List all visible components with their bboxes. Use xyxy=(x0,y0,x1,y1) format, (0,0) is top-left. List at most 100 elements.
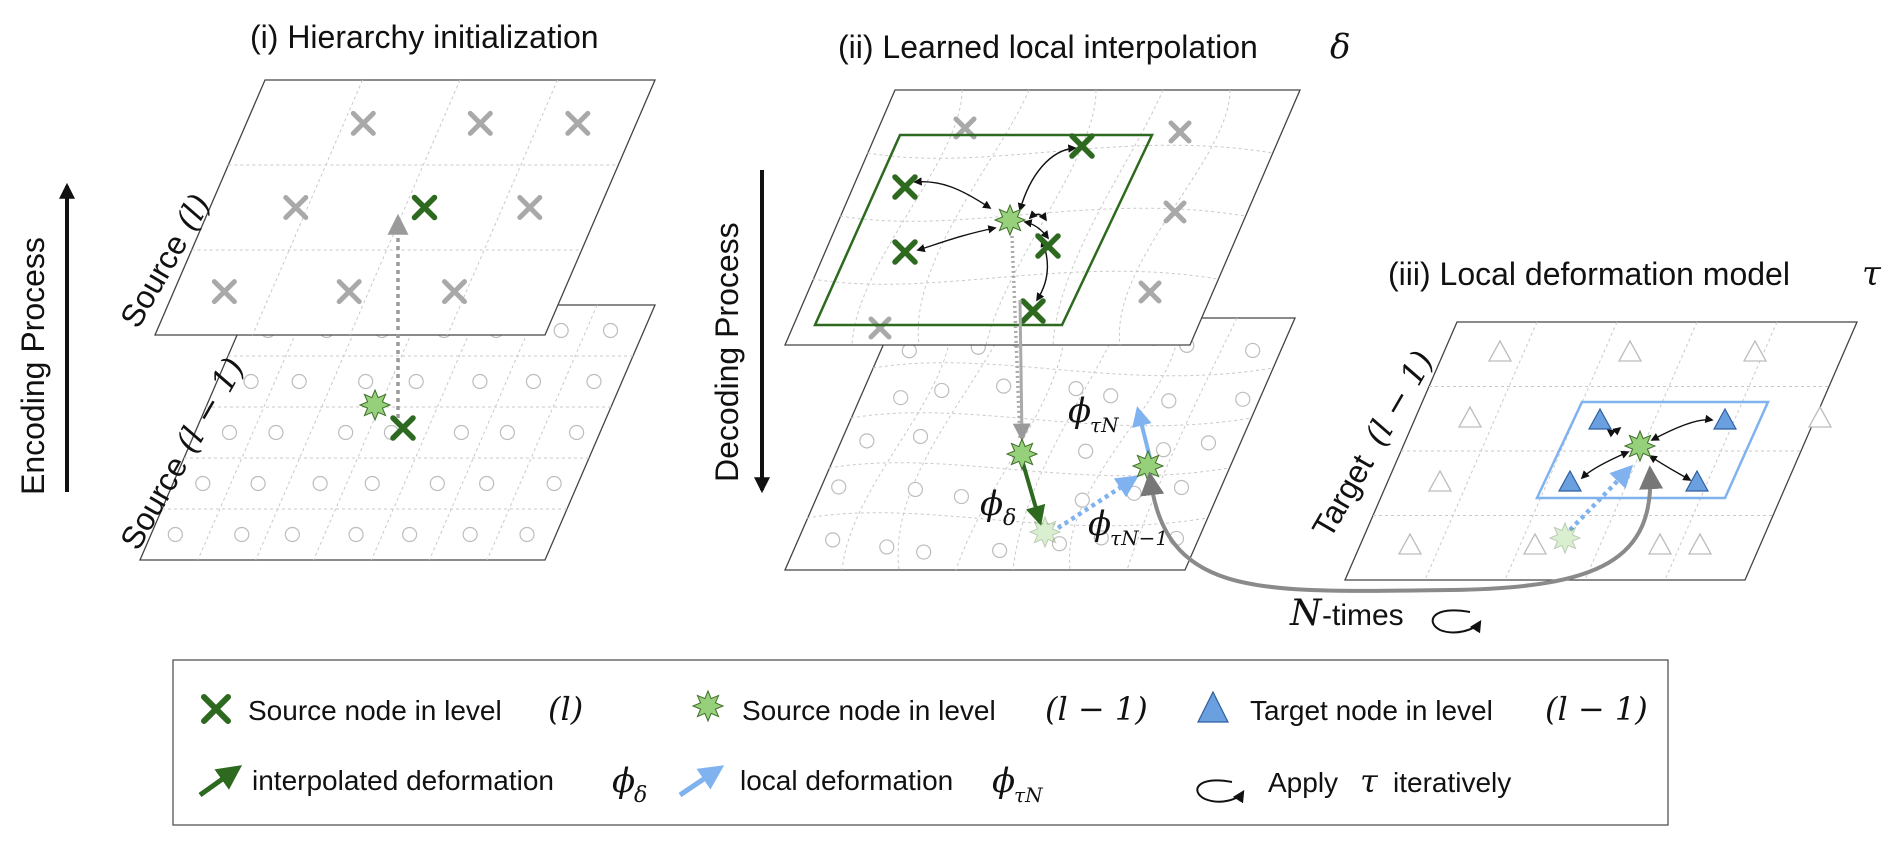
svg-text:N: N xyxy=(1289,593,1323,634)
panel-iii-symbol: τ xyxy=(1862,254,1882,294)
triangles-target-inactive xyxy=(1397,339,1833,555)
panel-hierarchy-initialization: (i) Hierarchy initialization Encoding Pr… xyxy=(15,19,656,561)
circle-node xyxy=(291,373,307,390)
legend-local-text: local deformation xyxy=(740,765,953,796)
cross-node xyxy=(565,110,591,136)
triangle-node xyxy=(1687,532,1713,555)
star-node-target-center xyxy=(1623,429,1657,463)
legend-target-math: (l − 1) xyxy=(1545,690,1648,728)
triangle-node-active xyxy=(1684,469,1710,492)
decode-link-arrow xyxy=(1012,299,1031,442)
legend-loop-icon xyxy=(1196,779,1245,804)
circle-node xyxy=(1161,393,1177,409)
cross-node xyxy=(336,279,362,305)
grid-target-l-1 xyxy=(1373,321,1829,581)
cross-node xyxy=(211,279,237,305)
circle-node xyxy=(1068,381,1084,397)
circle-node xyxy=(519,526,535,543)
grid-curve xyxy=(841,317,953,571)
star-node-faded-iii xyxy=(1548,521,1582,555)
grid-curve xyxy=(1068,317,1181,571)
circle-node xyxy=(221,424,238,441)
grid-source-l xyxy=(191,79,619,336)
legend-source-l-1-text: Source node in level xyxy=(742,695,996,726)
grid-curve xyxy=(872,362,1274,377)
circle-node xyxy=(234,526,250,543)
legend-source-l-1-math: (l − 1) xyxy=(1045,690,1148,728)
circle-node xyxy=(462,526,478,543)
circle-node xyxy=(602,322,619,339)
grid-line xyxy=(447,79,558,336)
grid-curve xyxy=(985,89,1097,346)
triangle-node xyxy=(1457,405,1483,428)
grid-curve xyxy=(897,317,1010,571)
circle-node xyxy=(586,373,602,390)
star-node-source-l-1 xyxy=(358,388,392,422)
circle-node xyxy=(453,424,469,441)
grid-line xyxy=(197,304,309,561)
panel-learned-local-interpolation: (ii) Learned local interpolation δ Decod… xyxy=(709,27,1350,571)
grid-curve xyxy=(851,89,963,346)
svg-text:τN−1: τN−1 xyxy=(1110,526,1168,550)
star-node-faded-ii xyxy=(1028,515,1062,549)
crosses-source-l xyxy=(211,110,591,305)
legend-apply-text: Apply xyxy=(1268,767,1338,798)
circle-node xyxy=(358,373,374,390)
cross-node xyxy=(1138,280,1162,304)
circle-node xyxy=(338,424,354,441)
cross-node-active xyxy=(1035,233,1061,259)
circle-node xyxy=(996,378,1012,394)
circle-node xyxy=(408,373,424,390)
cross-node-active xyxy=(1020,298,1046,324)
circle-node xyxy=(1074,492,1090,508)
decoding-process-label: Decoding Process xyxy=(709,222,745,482)
grid-line xyxy=(486,304,598,561)
grid-line xyxy=(252,79,363,336)
grid-curve xyxy=(828,462,1230,477)
panel-local-deformation-model: (iii) Local deformation model τ Target (… xyxy=(1140,254,1882,634)
cross-node xyxy=(1168,120,1192,144)
circle-node xyxy=(553,322,569,339)
circle-node xyxy=(479,475,495,492)
legend-interp-arrow-icon xyxy=(198,765,243,798)
phi-delta-label: ϕ δ xyxy=(980,484,1016,531)
triangle-node-active xyxy=(1712,407,1738,430)
circle-node xyxy=(912,428,929,445)
svg-text:δ: δ xyxy=(1003,506,1016,531)
phi-tauN-label: ϕ τN xyxy=(1068,391,1120,437)
circle-node xyxy=(546,475,562,492)
panel-iii-title: (iii) Local deformation model xyxy=(1388,256,1790,292)
grid-curve xyxy=(806,512,1208,527)
circle-node xyxy=(992,542,1008,559)
circle-node xyxy=(831,479,847,495)
circle-node xyxy=(879,539,895,555)
loop-icon xyxy=(1431,609,1482,634)
triangle-node xyxy=(1617,339,1643,362)
cross-node xyxy=(350,110,376,136)
cross-node xyxy=(868,316,892,340)
circle-node xyxy=(472,373,488,390)
circle-node xyxy=(893,390,909,406)
n-times-label: N -times xyxy=(1289,593,1404,634)
circles-decoding-bottom xyxy=(825,328,1261,560)
circle-node xyxy=(901,343,917,359)
circle-node xyxy=(1200,435,1217,451)
panel-i-title: (i) Hierarchy initialization xyxy=(250,19,599,55)
grid-curve xyxy=(867,144,1273,159)
cross-node xyxy=(467,110,493,136)
legend-local-math: ϕ τN xyxy=(992,761,1044,807)
svg-text:-times: -times xyxy=(1322,599,1404,632)
svg-text:τN: τN xyxy=(1090,413,1120,437)
circle-node xyxy=(243,373,259,390)
iteration-curve xyxy=(1140,465,1664,593)
circle-node xyxy=(569,424,585,441)
circle-node xyxy=(1155,442,1172,458)
svg-text:τN: τN xyxy=(1014,783,1044,807)
legend-source-l-math: (l) xyxy=(548,690,583,728)
circle-node xyxy=(348,526,364,543)
crosses-decoding-inactive xyxy=(868,116,1192,340)
cross-node-active xyxy=(892,239,918,265)
circle-node xyxy=(429,475,445,492)
grid-line xyxy=(255,304,367,561)
circle-node xyxy=(1235,391,1251,407)
